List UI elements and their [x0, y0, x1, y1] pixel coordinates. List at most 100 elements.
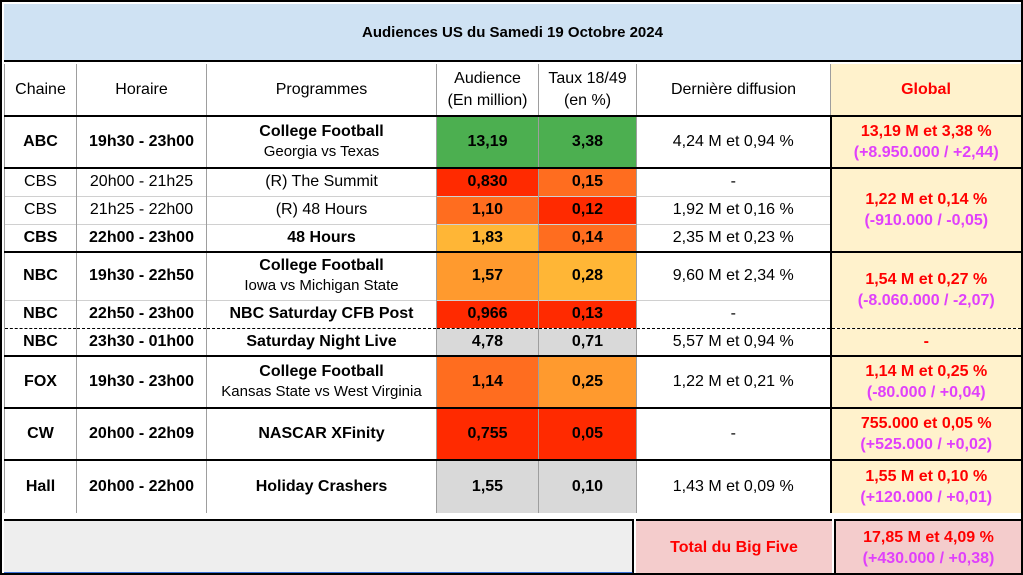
table-row: ABC 19h30 - 23h00 College Football Georgi…	[4, 115, 1021, 168]
total-value-text: 17,85 M et 4,09 %	[863, 529, 994, 546]
cell-horaire: 21h25 - 22h00	[76, 195, 207, 224]
cell-chaine: ABC	[4, 115, 77, 168]
taux-header-line2: (en %)	[563, 91, 612, 109]
cell-programme: NASCAR XFinity	[206, 407, 437, 460]
cell-taux: 0,25	[538, 355, 637, 408]
global-value: 1,14 M et 0,25 %	[865, 363, 988, 380]
table-row: Hall 20h00 - 22h00 Holiday Crashers 1,55…	[4, 459, 1021, 513]
cell-global-hall: 1,55 M et 0,10 % (+120.000 / +0,01)	[829, 459, 1021, 513]
cell-derniere: 4,24 M et 0,94 %	[636, 115, 831, 168]
header-row: Chaine Horaire Programmes Audience (En mi…	[4, 64, 1021, 117]
table-row: NBC 19h30 - 22h50 College Football Iowa v…	[4, 251, 1021, 328]
total-label-text: Total du Big Five	[670, 539, 798, 556]
audience-header-line1: Audience	[454, 69, 521, 87]
cell-horaire: 23h30 - 01h00	[76, 327, 207, 356]
cell-chaine: CBS	[4, 195, 77, 224]
cell-derniere: 1,92 M et 0,16 %	[636, 195, 831, 224]
total-value: 17,85 M et 4,09 % (+430.000 / +0,38)	[834, 519, 1021, 573]
global-delta: (+525.000 / +0,02)	[860, 436, 993, 453]
cell-audience: 1,10	[436, 195, 539, 224]
table-row: NBC 23h30 - 01h00 Saturday Night Live 4,…	[4, 327, 1021, 356]
cell-global-abc: 13,19 M et 3,38 % (+8.950.000 / +2,44)	[829, 115, 1021, 168]
audience-table: Chaine Horaire Programmes Audience (En mi…	[4, 64, 1022, 513]
programme-title: College Football	[259, 257, 384, 275]
table-row: CBS 22h00 - 23h00 48 Hours 1,83 0,14 2,3…	[4, 223, 1022, 252]
cell-programme: NBC Saturday CFB Post	[206, 299, 437, 328]
table-row: NBC 22h50 - 23h00 NBC Saturday CFB Post …	[4, 299, 1022, 328]
global-delta: (+120.000 / +0,01)	[860, 489, 993, 506]
col-header-programmes: Programmes	[206, 64, 437, 117]
cell-programme: College Football Kansas State vs West Vir…	[206, 355, 437, 408]
col-header-derniere: Dernière diffusion	[636, 64, 831, 117]
global-delta: (-910.000 / -0,05)	[864, 212, 989, 229]
cell-horaire: 19h30 - 22h50	[76, 251, 207, 300]
cell-taux: 0,28	[538, 251, 637, 300]
taux-header-line1: Taux 18/49	[548, 69, 627, 87]
programme-title: College Football	[259, 363, 384, 380]
cell-horaire: 20h00 - 22h00	[76, 459, 207, 513]
cell-derniere: 1,22 M et 0,21 %	[636, 355, 831, 408]
cell-chaine: FOX	[4, 355, 77, 408]
global-delta: (-80.000 / +0,04)	[866, 384, 986, 401]
cell-derniere: 5,57 M et 0,94 %	[636, 327, 831, 356]
cell-audience: 1,83	[436, 223, 539, 252]
cell-taux: 0,14	[538, 223, 637, 252]
cell-chaine: CW	[4, 407, 77, 460]
cell-horaire: 20h00 - 21h25	[76, 167, 207, 196]
col-header-global: Global	[830, 64, 1021, 117]
cell-audience: 1,14	[436, 355, 539, 408]
cell-chaine: NBC	[4, 251, 77, 300]
cell-audience: 0,755	[436, 407, 539, 460]
total-label: Total du Big Five	[636, 519, 832, 573]
global-value: 1,54 M et 0,27 %	[865, 271, 988, 289]
programme-subtitle: Kansas State vs West Virginia	[221, 383, 422, 400]
cell-audience: 0,966	[436, 299, 539, 328]
cell-chaine: Hall	[4, 459, 77, 513]
cell-taux: 0,13	[538, 299, 637, 328]
cell-programme: Saturday Night Live	[206, 327, 437, 356]
global-delta: (+8.950.000 / +2,44)	[853, 144, 999, 161]
cell-global-nbc: 1,54 M et 0,27 % (-8.060.000 / -2,07)	[829, 251, 1021, 328]
cell-derniere: -	[636, 299, 831, 328]
cell-taux: 3,38	[538, 115, 637, 168]
cell-programme: College Football Georgia vs Texas	[206, 115, 437, 168]
cell-programme: Holiday Crashers	[206, 459, 437, 513]
global-value: 755.000 et 0,05 %	[860, 415, 992, 432]
total-delta-text: (+430.000 / +0,38)	[862, 550, 995, 567]
page-title: Audiences US du Samedi 19 Octobre 2024	[4, 4, 1021, 62]
col-header-taux: Taux 18/49 (en %)	[538, 64, 637, 117]
cell-programme: 48 Hours	[206, 223, 437, 252]
cell-chaine: CBS	[4, 167, 77, 196]
global-delta: (-8.060.000 / -2,07)	[857, 292, 995, 310]
programme-subtitle: Iowa vs Michigan State	[244, 277, 399, 295]
table-row: CBS 21h25 - 22h00 (R) 48 Hours 1,10 0,12…	[4, 195, 1022, 224]
audience-header-line2: (En million)	[447, 91, 528, 109]
cell-audience: 4,78	[436, 327, 539, 356]
col-header-chaine: Chaine	[4, 64, 77, 117]
cell-programme: (R) 48 Hours	[206, 195, 437, 224]
cell-horaire: 19h30 - 23h00	[76, 355, 207, 408]
cell-chaine: NBC	[4, 327, 77, 356]
cell-derniere: 9,60 M et 2,34 %	[636, 251, 831, 300]
cell-audience: 0,830	[436, 167, 539, 196]
programme-title: College Football	[259, 123, 384, 140]
cell-chaine: NBC	[4, 299, 77, 328]
table-row: FOX 19h30 - 23h00 College Football Kansas…	[4, 355, 1021, 408]
cell-global-cw: 755.000 et 0,05 % (+525.000 / +0,02)	[829, 407, 1021, 460]
global-value: 13,19 M et 3,38 %	[860, 123, 992, 140]
table-row: CW 20h00 - 22h09 NASCAR XFinity 0,755 0,…	[4, 407, 1021, 460]
cell-horaire: 22h00 - 23h00	[76, 223, 207, 252]
cell-horaire: 20h00 - 22h09	[76, 407, 207, 460]
cell-audience: 1,55	[436, 459, 539, 513]
cell-global-snl: -	[829, 327, 1021, 356]
cell-derniere: -	[636, 407, 831, 460]
cell-chaine: CBS	[4, 223, 77, 252]
global-value: 1,55 M et 0,10 %	[865, 468, 988, 485]
programme-subtitle: Georgia vs Texas	[263, 143, 380, 160]
col-header-horaire: Horaire	[76, 64, 207, 117]
cell-taux: 0,12	[538, 195, 637, 224]
cell-taux: 0,15	[538, 167, 637, 196]
col-header-audience: Audience (En million)	[436, 64, 539, 117]
cell-programme: College Football Iowa vs Michigan State	[206, 251, 437, 300]
